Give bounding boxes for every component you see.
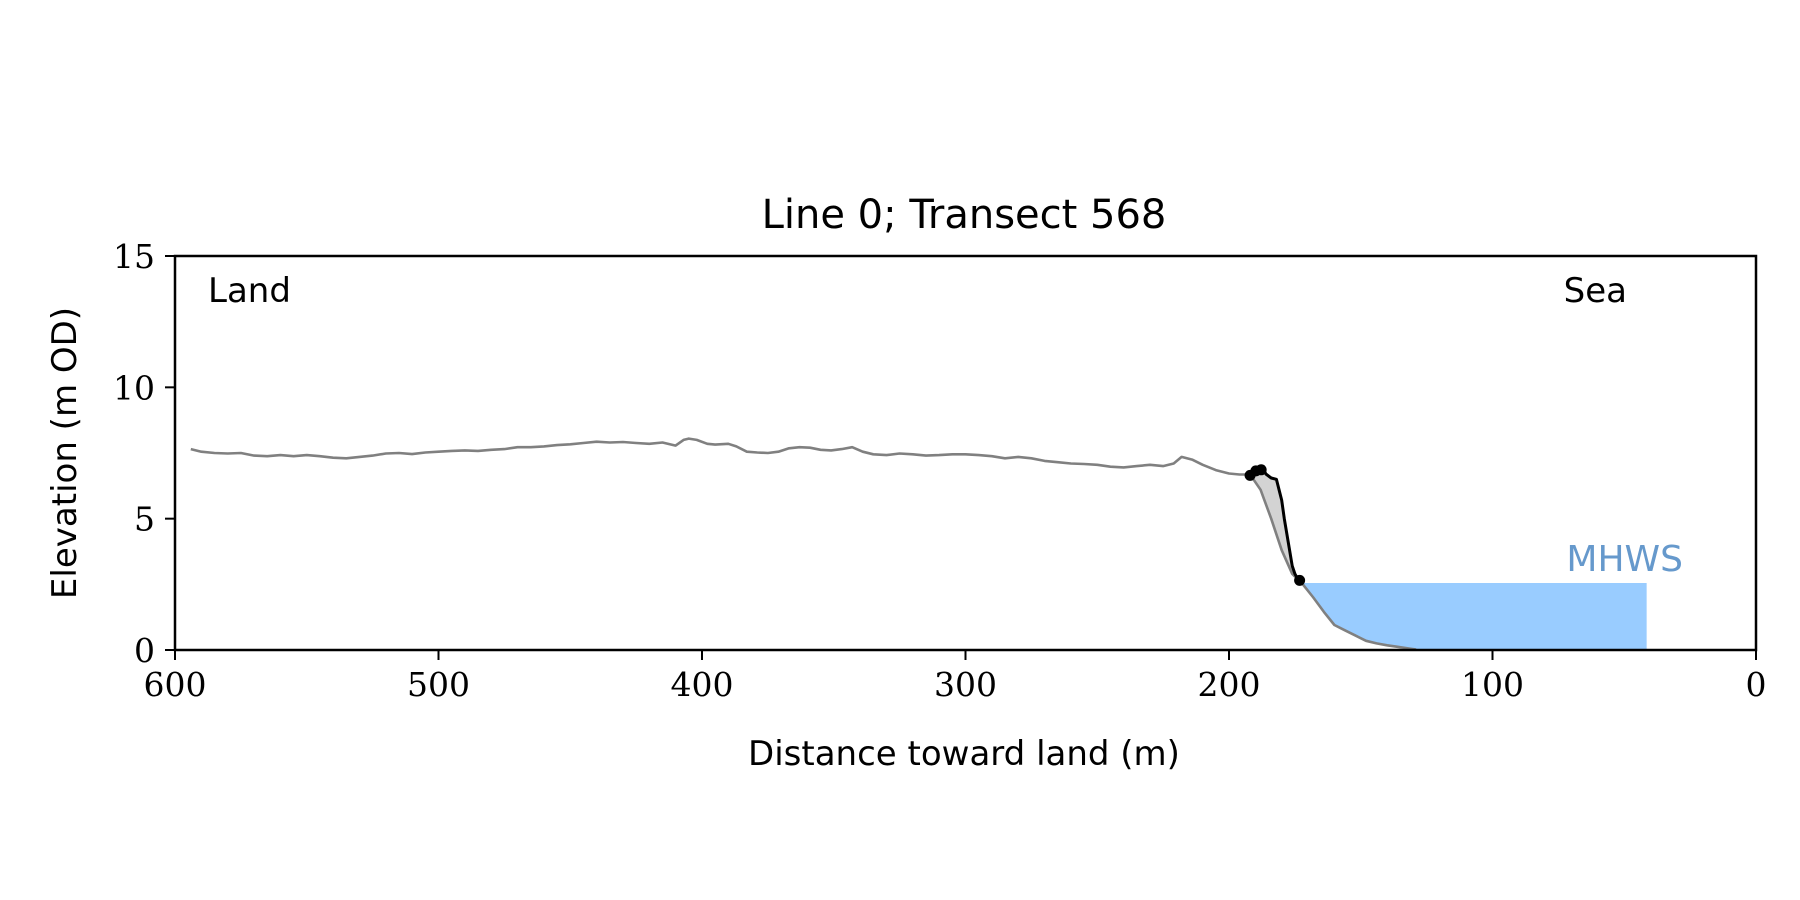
x-tick-label: 400 bbox=[671, 665, 734, 704]
plot-frame bbox=[173, 254, 1758, 652]
x-tick-label: 200 bbox=[1198, 665, 1261, 704]
x-tick-label: 0 bbox=[1746, 665, 1767, 704]
chart-title: Line 0; Transect 568 bbox=[762, 192, 1167, 238]
x-tick-label: 500 bbox=[407, 665, 470, 704]
mhws-label: MHWS bbox=[1566, 539, 1683, 580]
cliff-shaded-region bbox=[1250, 468, 1301, 582]
cliff-marker bbox=[1255, 464, 1267, 476]
y-tick-label: 0 bbox=[134, 631, 155, 670]
y-axis-label: Elevation (m OD) bbox=[45, 307, 85, 599]
x-axis-label: Distance toward land (m) bbox=[748, 734, 1180, 774]
x-tick-label: 600 bbox=[144, 665, 207, 704]
y-tick-label: 15 bbox=[113, 237, 155, 276]
sea-label: Sea bbox=[1564, 271, 1627, 311]
profile-line bbox=[190, 437, 1417, 651]
cliff-marker bbox=[1294, 574, 1306, 586]
plot-area bbox=[190, 437, 1647, 651]
y-tick-label: 5 bbox=[134, 500, 155, 539]
x-tick-label: 100 bbox=[1461, 665, 1524, 704]
mhws-water-fill bbox=[1302, 583, 1647, 650]
y-tick-label: 10 bbox=[113, 368, 155, 407]
x-tick-label: 300 bbox=[934, 665, 997, 704]
axis-ticks: 600 500 400 300 200 100 0 0 5 10 15 bbox=[113, 237, 1767, 704]
land-label: Land bbox=[208, 271, 291, 311]
